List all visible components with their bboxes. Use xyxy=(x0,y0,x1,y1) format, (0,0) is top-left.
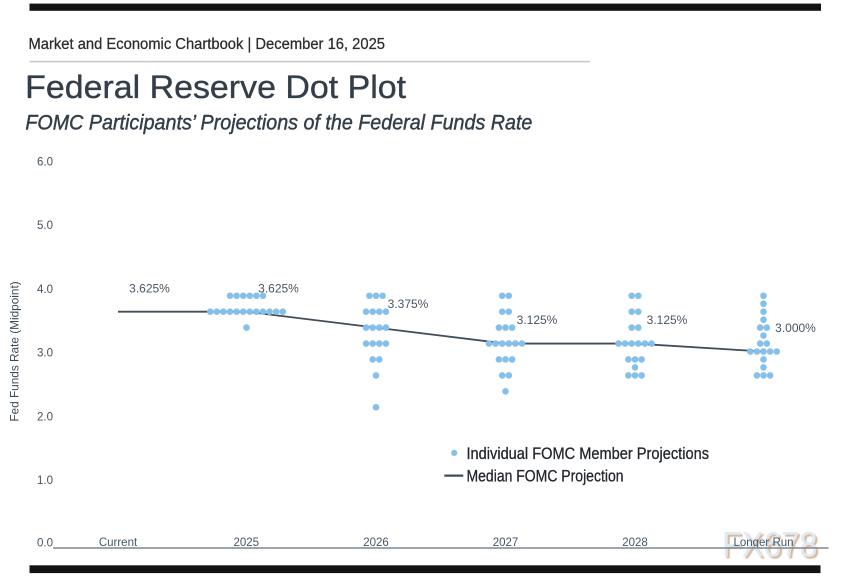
svg-text:FX678: FX678 xyxy=(722,525,818,565)
svg-text:Market and Economic Chartbook: Market and Economic Chartbook | December… xyxy=(29,36,386,53)
svg-text:3.0: 3.0 xyxy=(37,348,53,360)
svg-text:2028: 2028 xyxy=(622,537,648,549)
svg-text:5.0: 5.0 xyxy=(37,220,53,232)
svg-text:FX678: FX678 xyxy=(724,526,820,566)
svg-text:Fed Funds Rate (Midpoint): Fed Funds Rate (Midpoint) xyxy=(8,281,22,421)
svg-text:FOMC Participants’ Projections: FOMC Participants’ Projections of the Fe… xyxy=(25,111,532,135)
svg-text:2027: 2027 xyxy=(493,537,519,549)
svg-text:Median FOMC Projection: Median FOMC Projection xyxy=(467,467,624,486)
svg-text:3.000%: 3.000% xyxy=(775,321,816,335)
svg-text:Longer Run: Longer Run xyxy=(733,537,793,549)
svg-text:2026: 2026 xyxy=(363,537,389,549)
svg-text:3.625%: 3.625% xyxy=(258,282,299,296)
svg-text:2025: 2025 xyxy=(234,537,260,549)
svg-text:0.0: 0.0 xyxy=(37,537,53,549)
svg-text:Federal Reserve Dot Plot: Federal Reserve Dot Plot xyxy=(25,69,406,105)
svg-text:Individual FOMC Member Project: Individual FOMC Member Projections xyxy=(467,444,710,463)
svg-text:Current: Current xyxy=(99,537,138,549)
svg-text:3.125%: 3.125% xyxy=(647,313,688,327)
svg-text:2.0: 2.0 xyxy=(37,411,53,423)
svg-text:1.0: 1.0 xyxy=(37,475,53,487)
svg-text:6.0: 6.0 xyxy=(37,157,53,169)
svg-text:4.0: 4.0 xyxy=(37,284,53,296)
svg-text:3.125%: 3.125% xyxy=(517,313,558,327)
svg-text:3.375%: 3.375% xyxy=(388,297,429,311)
svg-text:3.625%: 3.625% xyxy=(129,282,170,296)
